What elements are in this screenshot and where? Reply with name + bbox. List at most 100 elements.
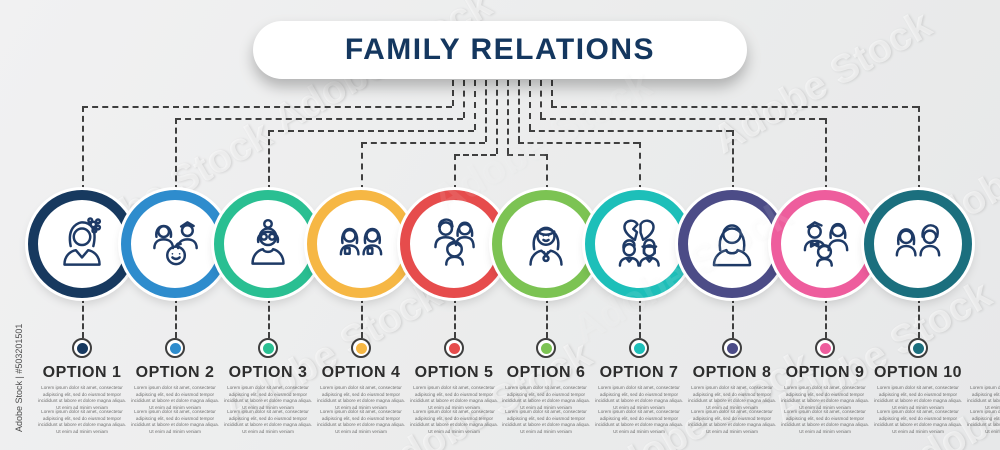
- dot-fill: [819, 342, 831, 354]
- option-label-8: OPTION 8: [692, 364, 772, 381]
- title-banner: FAMILY RELATIONS: [253, 21, 747, 79]
- dot-fill: [76, 342, 88, 354]
- connector-line: [82, 297, 84, 338]
- connector-line: [540, 80, 542, 118]
- divorce-icon: [618, 219, 660, 267]
- option-circle-4: [307, 190, 415, 298]
- connector-line: [452, 80, 454, 106]
- connector-line: [361, 297, 363, 338]
- connector-line: [463, 80, 465, 118]
- page-title: FAMILY RELATIONS: [344, 33, 656, 66]
- option-5-description-2: Lorem ipsum dolor sit amet, consectetur …: [410, 409, 498, 434]
- connector-line: [529, 130, 732, 132]
- option-circle-3: [214, 190, 322, 298]
- option-dot-6: [536, 338, 556, 358]
- watermark-text: Adobe Stock: [705, 1, 939, 163]
- option-label-10: OPTION 10: [873, 364, 963, 381]
- option-circle-1: [28, 190, 136, 298]
- option-dot-10: [908, 338, 928, 358]
- option-label-4: OPTION 4: [321, 364, 401, 381]
- option-10-description-2: Lorem ipsum dolor sit amet, consectetur …: [874, 409, 962, 434]
- aunt-icon: [712, 224, 752, 267]
- connector-line: [175, 297, 177, 338]
- option-4-description-2: Lorem ipsum dolor sit amet, consectetur …: [317, 409, 405, 434]
- option-circle-8: [678, 190, 786, 298]
- option-6-description-1: Lorem ipsum dolor sit amet, consectetur …: [502, 385, 590, 410]
- option-circle-6: [492, 190, 600, 298]
- connector-line: [918, 297, 920, 338]
- connector-line: [551, 106, 918, 108]
- option-label-3: OPTION 3: [228, 364, 308, 381]
- connector-line: [507, 154, 546, 156]
- dot-fill: [169, 342, 181, 354]
- option-dot-3: [258, 338, 278, 358]
- connector-line: [268, 130, 270, 191]
- option-3-description-1: Lorem ipsum dolor sit amet, consectetur …: [224, 385, 312, 410]
- option-1-description-2: Lorem ipsum dolor sit amet, consectetur …: [38, 409, 126, 434]
- connector-line: [551, 80, 553, 106]
- option-label-7: OPTION 7: [599, 364, 679, 381]
- connector-line: [918, 106, 920, 191]
- option-label-6: OPTION 6: [506, 364, 586, 381]
- option-2-description-1: Lorem ipsum dolor sit amet, consectetur …: [131, 385, 219, 410]
- option-label-5: OPTION 5: [414, 364, 494, 381]
- option-circle-10: [864, 190, 972, 298]
- connector-line: [175, 118, 177, 191]
- connector-line: [639, 297, 641, 338]
- option-7-description-1: Lorem ipsum dolor sit amet, consectetur …: [595, 385, 683, 410]
- connector-line: [454, 154, 456, 191]
- option-dot-4: [351, 338, 371, 358]
- connector-line: [496, 80, 498, 154]
- dot-fill: [633, 342, 645, 354]
- option-2-description-2: Lorem ipsum dolor sit amet, consectetur …: [131, 409, 219, 434]
- mother-icon: [529, 226, 563, 266]
- option-label-2: OPTION 2: [135, 364, 215, 381]
- option-8-description-1: Lorem ipsum dolor sit amet, consectetur …: [688, 385, 776, 410]
- option-label-9: OPTION 9: [785, 364, 865, 381]
- option-10-description-1: Lorem ipsum dolor sit amet, consectetur …: [874, 385, 962, 410]
- connector-line: [361, 142, 363, 191]
- connector-line: [825, 118, 827, 191]
- parents-baby-icon: [153, 221, 198, 266]
- family-icon: [434, 218, 475, 266]
- option-label-1: OPTION 1: [42, 364, 122, 381]
- connector-line: [546, 297, 548, 338]
- edge-description-1: Lorem ipsum dolor sit amet, consectetur …: [967, 385, 1000, 410]
- dot-fill: [355, 342, 367, 354]
- option-1-description-1: Lorem ipsum dolor sit amet, consectetur …: [38, 385, 126, 410]
- option-dot-2: [165, 338, 185, 358]
- connector-line: [546, 154, 548, 191]
- connector-line: [361, 142, 485, 144]
- connector-line: [507, 80, 509, 154]
- connector-line: [518, 142, 639, 144]
- connector-line: [732, 130, 734, 191]
- option-circle-2: [121, 190, 229, 298]
- sisters-icon: [339, 227, 383, 256]
- option-7-description-2: Lorem ipsum dolor sit amet, consectetur …: [595, 409, 683, 434]
- dot-fill: [540, 342, 552, 354]
- connector-line: [540, 118, 825, 120]
- option-8-description-2: Lorem ipsum dolor sit amet, consectetur …: [688, 409, 776, 434]
- dot-fill: [912, 342, 924, 354]
- connector-line: [518, 80, 520, 142]
- option-4-description-1: Lorem ipsum dolor sit amet, consectetur …: [317, 385, 405, 410]
- connector-line: [175, 118, 463, 120]
- option-dot-1: [72, 338, 92, 358]
- connector-line: [454, 297, 456, 338]
- option-circle-9: [771, 190, 879, 298]
- option-9-description-1: Lorem ipsum dolor sit amet, consectetur …: [781, 385, 869, 410]
- dot-fill: [262, 342, 274, 354]
- stock-id-text: Adobe Stock | #503201501: [14, 323, 24, 432]
- option-dot-9: [815, 338, 835, 358]
- option-circle-7: [585, 190, 693, 298]
- connector-line: [825, 297, 827, 338]
- connector-line: [639, 142, 641, 191]
- connector-line: [732, 297, 734, 338]
- option-dot-8: [722, 338, 742, 358]
- grandmother-icon: [251, 218, 285, 265]
- dot-fill: [448, 342, 460, 354]
- connector-line: [82, 106, 84, 191]
- connector-line: [268, 130, 474, 132]
- woman-flower-icon: [63, 217, 102, 266]
